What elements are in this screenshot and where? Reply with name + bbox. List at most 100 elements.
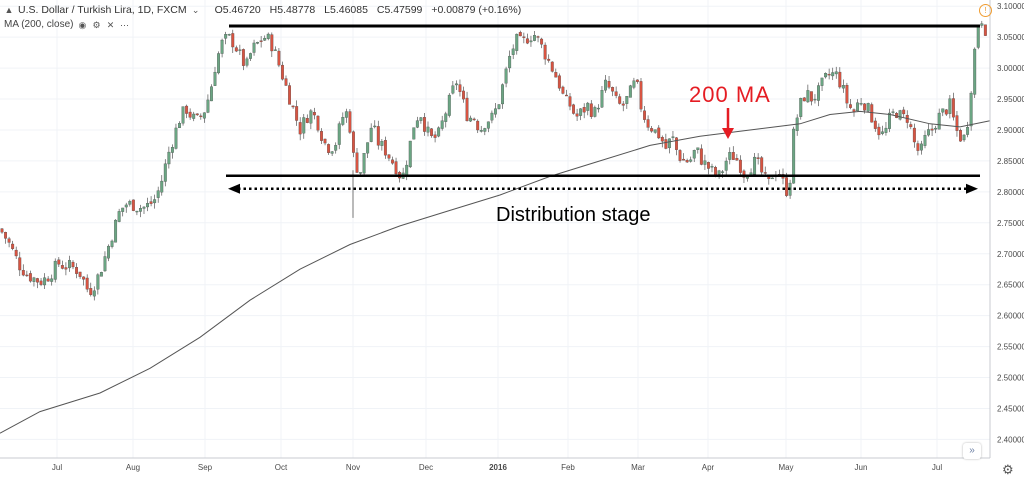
horizontal-levels	[226, 24, 980, 194]
candle-body	[199, 115, 203, 118]
price-tick-label: 2.80000	[997, 188, 1024, 197]
candle-body	[181, 106, 185, 124]
candle-body	[344, 111, 348, 118]
settings-icon[interactable]: ⚙	[92, 19, 101, 30]
candle-body	[46, 278, 50, 282]
info-icon[interactable]: !	[979, 4, 992, 17]
candle-body	[490, 112, 494, 121]
ma-legend-label[interactable]: MA (200, close)	[4, 19, 74, 30]
candle-body	[433, 134, 437, 138]
candle-body	[174, 127, 178, 149]
candle-body	[927, 129, 930, 136]
candle-body	[770, 177, 774, 180]
collapse-up-icon[interactable]: ▲	[4, 5, 14, 15]
candle-body	[533, 35, 536, 41]
candle-body	[951, 98, 955, 118]
candle-body	[312, 111, 316, 116]
candle-body	[85, 277, 89, 290]
candle-body	[632, 80, 636, 88]
candle-body	[323, 138, 327, 144]
candle-body	[582, 107, 586, 113]
candle-body	[476, 120, 480, 131]
price-tick-label: 3.10000	[997, 2, 1024, 11]
time-tick-label: Jun	[855, 463, 868, 472]
candle-body	[898, 110, 902, 120]
time-axis[interactable]: Jul Aug Sep Oct Nov Dec 2016 Feb Mar Apr May Jun Jul	[0, 457, 990, 472]
candle-body	[859, 103, 863, 105]
candle-body	[817, 85, 820, 101]
price-axis[interactable]: 2.40000 2.45000 2.50000 2.55000 2.60000 2.650…	[989, 0, 1024, 458]
eye-icon[interactable]: ◉	[78, 19, 87, 30]
price-tick-label: 2.55000	[997, 343, 1024, 352]
candle-body	[408, 140, 412, 168]
candle-body	[320, 131, 323, 141]
candle-body	[529, 40, 533, 43]
candle-body	[731, 152, 735, 160]
candle-body	[78, 271, 82, 277]
candle-body	[728, 152, 732, 160]
candle-body	[351, 131, 355, 153]
candle-body	[763, 172, 767, 174]
time-tick-label: Aug	[126, 463, 140, 472]
candle-body	[941, 108, 945, 113]
candle-body	[976, 26, 980, 48]
candle-body	[53, 260, 57, 280]
candle-body	[462, 90, 465, 100]
candle-body	[415, 120, 419, 128]
candle-body	[589, 103, 593, 117]
candle-body	[685, 160, 689, 163]
time-tick-label: Oct	[275, 463, 288, 472]
candle-body	[721, 171, 725, 173]
candle-body	[149, 201, 153, 204]
candle-body	[813, 98, 817, 101]
candle-body	[373, 125, 377, 128]
candle-body	[912, 127, 916, 143]
candle-body	[696, 147, 700, 150]
candle-body	[376, 126, 380, 146]
time-tick-label: Jul	[52, 463, 62, 472]
candle-body	[504, 68, 508, 84]
candle-body	[419, 117, 423, 121]
time-tick-label: Jul	[932, 463, 942, 472]
candle-body	[391, 159, 394, 164]
symbol-title[interactable]: U.S. Dollar / Turkish Lira, 1D, FXCM	[18, 4, 187, 16]
candle-body	[628, 85, 632, 98]
candle-body	[646, 119, 650, 128]
scroll-to-realtime-button[interactable]: »	[963, 443, 981, 459]
candle-body	[266, 33, 270, 39]
candle-body	[295, 106, 299, 121]
candle-body	[25, 274, 29, 277]
candle-body	[124, 204, 128, 208]
chevron-down-icon[interactable]: ⌄	[191, 5, 200, 15]
candle-body	[359, 172, 362, 174]
price-tick-label: 2.75000	[997, 219, 1024, 228]
candle-body	[92, 290, 96, 297]
candle-body	[57, 259, 61, 265]
candle-body	[575, 113, 579, 117]
more-icon[interactable]: ⋯	[119, 19, 129, 30]
candle-body	[937, 112, 941, 130]
candle-body	[280, 64, 284, 80]
candle-body	[28, 273, 32, 282]
candle-body	[245, 58, 249, 66]
price-tick-label: 2.45000	[997, 404, 1024, 413]
candle-body	[99, 272, 103, 277]
candle-body	[973, 48, 977, 95]
time-tick-label: May	[778, 463, 793, 472]
candle-body	[114, 219, 118, 243]
candle-body	[497, 104, 501, 109]
candle-body	[849, 104, 852, 108]
candle-body	[110, 240, 114, 247]
gear-icon[interactable]: ⚙	[1002, 462, 1014, 477]
ma-arrow-head	[722, 128, 734, 139]
ma-annotation-label: 200 MA	[689, 82, 771, 107]
candle-body	[880, 131, 884, 134]
candle-body	[707, 162, 710, 169]
close-icon[interactable]: ✕	[106, 19, 115, 30]
candle-body	[309, 110, 313, 124]
candle-body	[298, 122, 302, 135]
candle-body	[792, 128, 796, 184]
candlesticks	[0, 20, 987, 301]
